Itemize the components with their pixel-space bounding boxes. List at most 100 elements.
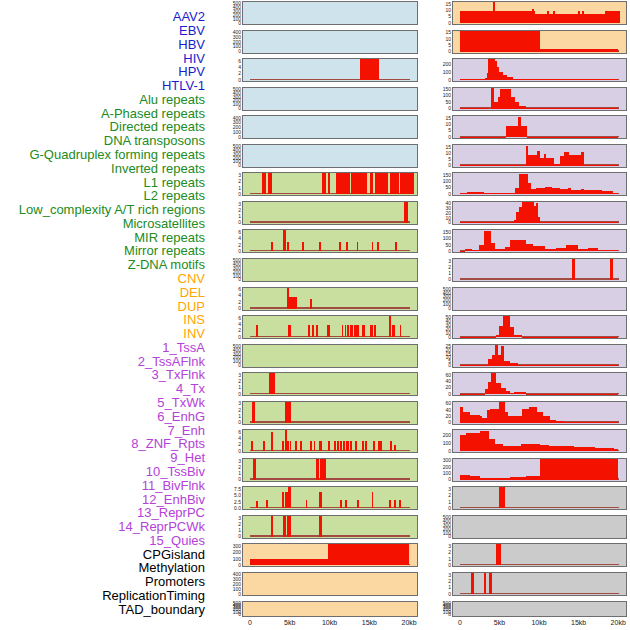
- y-tick-label: 3: [423, 573, 451, 578]
- y-tick-label: 1: [423, 500, 451, 505]
- data-bar: [588, 248, 598, 251]
- data-bar: [390, 173, 399, 194]
- data-bar: [545, 187, 552, 195]
- data-bar: [288, 487, 290, 509]
- data-bar: [370, 325, 372, 337]
- data-bar: [466, 433, 479, 452]
- y-tick-label: 1: [423, 585, 451, 590]
- data-bar: [490, 478, 510, 479]
- data-bar: [540, 49, 618, 51]
- data-bar: [319, 242, 321, 252]
- data-bar: [505, 193, 515, 195]
- data-bar: [295, 441, 297, 451]
- track-label-1_TssA: 1_TssA: [0, 341, 205, 355]
- track-baseline: [250, 421, 410, 423]
- track-panel-9_Het: [452, 287, 627, 311]
- x-tick-label: 0: [237, 619, 263, 627]
- y-tick-label: 3: [213, 516, 241, 521]
- data-bar: [556, 248, 565, 251]
- y-tick-label: 0: [423, 420, 451, 425]
- data-bar: [285, 430, 287, 452]
- data-bar: [357, 242, 359, 252]
- y-tick-label: 50: [423, 315, 451, 320]
- data-bar: [355, 441, 357, 451]
- y-tick-label: 1: [213, 528, 241, 533]
- y-tick-label: 15: [423, 145, 451, 150]
- data-bar: [578, 249, 588, 251]
- data-bar: [467, 192, 484, 195]
- y-tick-label: 4: [213, 322, 241, 327]
- y-tick-label: 400: [213, 116, 241, 121]
- track-panel-DNA transposons: [242, 258, 418, 282]
- data-bar: [268, 173, 272, 194]
- y-tick-label: 0: [423, 78, 451, 83]
- y-tick-label: 300: [213, 577, 241, 582]
- y-tick-label: 50: [423, 185, 451, 190]
- y-tick-label: 1: [423, 271, 451, 276]
- data-bar: [310, 299, 312, 309]
- track-panel-1_TssA: [452, 58, 627, 82]
- y-tick-label: 0: [213, 249, 241, 254]
- data-bar: [610, 79, 618, 80]
- data-bar: [560, 189, 567, 194]
- data-bar: [370, 173, 373, 194]
- y-tick-label: 6: [213, 59, 241, 64]
- y-tick-label: 0: [213, 392, 241, 397]
- data-bar: [251, 441, 253, 451]
- y-tick-label: 300: [213, 35, 241, 40]
- track-panel-TAD_boundary: [452, 601, 627, 617]
- data-bar: [514, 392, 526, 394]
- track-panel-Z-DNA motifs: [242, 515, 418, 539]
- data-bar: [310, 441, 312, 451]
- track-panel-Inverted repeats: [242, 315, 418, 339]
- y-tick-label: 40: [423, 379, 451, 384]
- data-bar: [545, 249, 557, 251]
- data-bar: [540, 458, 618, 480]
- track-baseline: [460, 564, 619, 566]
- data-bar: [340, 500, 342, 508]
- data-bar: [256, 501, 258, 508]
- data-bar: [489, 573, 491, 594]
- y-tick-label: 150: [423, 230, 451, 235]
- y-tick-label: 5: [423, 43, 451, 48]
- data-bar: [271, 516, 273, 537]
- data-bar: [351, 173, 367, 194]
- genome-tracks-figure: AAV20100200300400500EBV0100200300400HBV0…: [0, 0, 630, 630]
- y-tick-label: 1: [423, 557, 451, 562]
- data-bar: [263, 441, 265, 451]
- data-bar: [510, 240, 526, 251]
- y-tick-label: 7.5: [213, 487, 241, 492]
- y-tick-label: 6: [213, 430, 241, 435]
- data-bar: [584, 190, 598, 194]
- data-bar: [287, 516, 291, 537]
- track-label-INS: INS: [0, 313, 205, 327]
- y-tick-label: 2: [213, 179, 241, 184]
- data-bar: [342, 325, 344, 337]
- data-bar: [328, 173, 330, 194]
- data-bar: [499, 487, 505, 508]
- data-bar: [471, 573, 474, 594]
- track-panel-6_EnhG: [452, 201, 627, 225]
- track-baseline: [250, 250, 410, 252]
- data-bar: [463, 412, 470, 423]
- track-label-AAV2: AAV2: [0, 10, 205, 24]
- track-panel-13_ReprPC: [452, 401, 627, 425]
- data-bar: [392, 325, 394, 337]
- data-bar: [320, 458, 326, 479]
- track-panel-DUP: [242, 601, 418, 617]
- y-tick-label: 3: [423, 259, 451, 264]
- y-tick-label: 15: [423, 116, 451, 121]
- y-tick-label: 0: [423, 592, 451, 597]
- y-tick-label: 3: [423, 544, 451, 549]
- track-label-10_TssBiv: 10_TssBiv: [0, 465, 205, 479]
- data-bar: [252, 401, 254, 422]
- data-bar: [400, 325, 402, 337]
- data-bar: [510, 363, 518, 365]
- x-tick-label: 15kb: [356, 619, 382, 627]
- track-label-15_Quies: 15_Quies: [0, 534, 205, 548]
- data-bar: [503, 446, 520, 451]
- y-tick-label: 150: [423, 173, 451, 178]
- data-bar: [395, 242, 397, 252]
- track-baseline: [460, 507, 619, 509]
- data-bar: [460, 11, 493, 23]
